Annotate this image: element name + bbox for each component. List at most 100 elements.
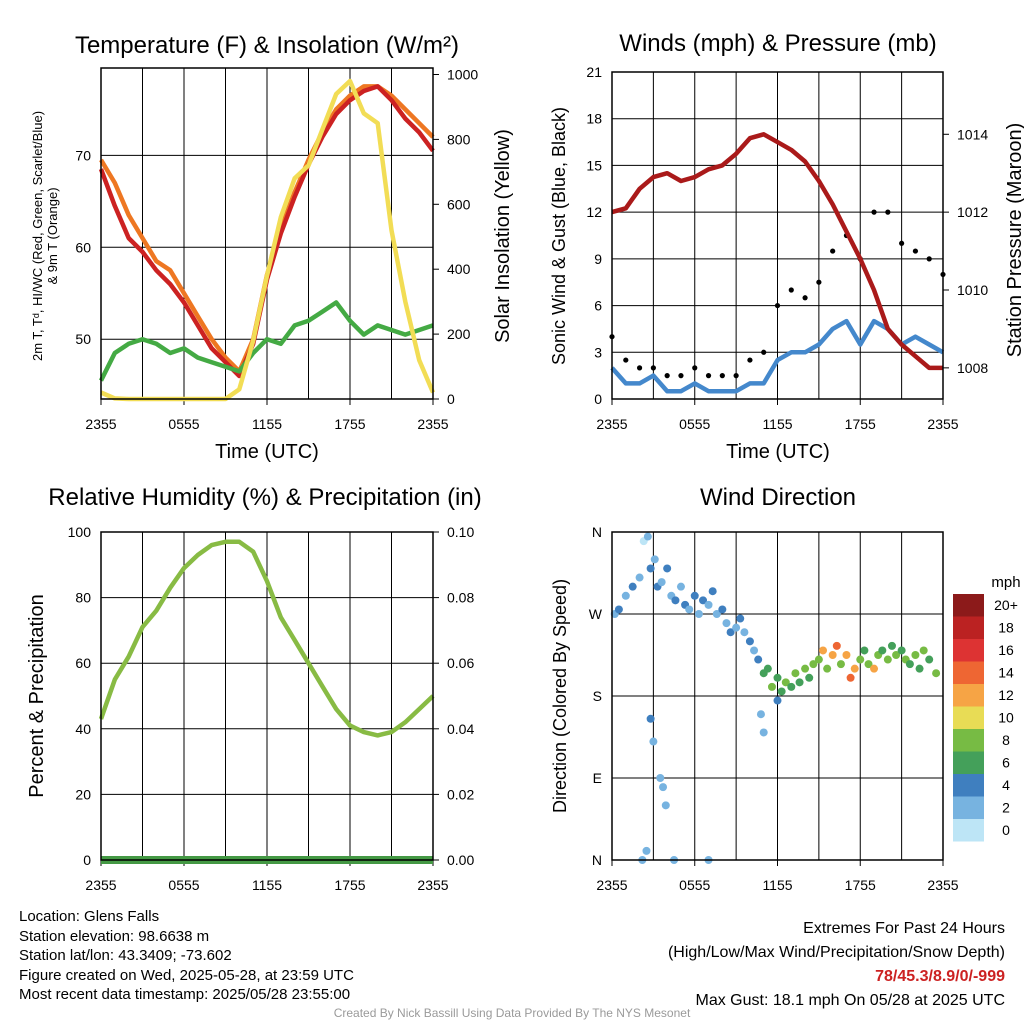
temp-y2tick: 600 xyxy=(447,196,471,212)
dir-xtick: 2355 xyxy=(596,877,627,893)
legend-swatch xyxy=(953,729,984,752)
legend-swatch xyxy=(953,751,984,774)
wind-point-1 xyxy=(816,279,822,285)
dir-ytick: N xyxy=(592,524,602,540)
wind-xtick: 0555 xyxy=(679,416,710,432)
wind-point-1 xyxy=(899,240,905,246)
location-text: Location: Glens Falls xyxy=(19,908,160,925)
legend-swatch xyxy=(953,661,984,684)
legend-label: 0 xyxy=(1002,822,1010,838)
legend-swatch xyxy=(953,684,984,707)
dir-point xyxy=(828,651,837,659)
dir-point xyxy=(642,846,651,855)
rh-y2tick: 0.04 xyxy=(447,721,474,737)
dir-point xyxy=(801,664,810,673)
rh-xtick: 2355 xyxy=(417,877,448,893)
dir-point xyxy=(911,651,920,659)
temp-y2tick: 0 xyxy=(447,391,455,407)
dir-point xyxy=(643,532,652,541)
legend-label: 8 xyxy=(1002,732,1010,748)
rh-xtick: 1155 xyxy=(252,877,282,893)
dir-xtick: 2355 xyxy=(927,877,958,893)
temp-ytick: 60 xyxy=(75,239,91,255)
dir-point xyxy=(897,646,906,655)
wind-ytick: 18 xyxy=(586,111,602,127)
legend-label: 4 xyxy=(1002,777,1010,793)
dir-point xyxy=(856,655,865,664)
dir-point xyxy=(883,655,892,664)
wind-point-1 xyxy=(636,365,643,371)
wind-ytick: 21 xyxy=(586,64,602,80)
dir-point xyxy=(925,655,934,664)
latlon-text: Station lat/lon: 43.3409; -73.602 xyxy=(19,947,232,964)
dir-point xyxy=(905,660,914,669)
dir-point xyxy=(756,710,765,719)
dir-point xyxy=(708,587,717,596)
dir-point xyxy=(745,637,754,646)
wind-point-1 xyxy=(788,287,794,293)
wind-y2tick: 1012 xyxy=(957,204,988,220)
created-text: Figure created on Wed, 2025-05-28, at 23… xyxy=(19,966,354,984)
dir-point xyxy=(860,646,869,655)
temp-xtick: 2355 xyxy=(85,416,116,432)
dir-point xyxy=(657,578,666,587)
temp-xtick: 1755 xyxy=(334,416,365,432)
rh-y2tick: 0.02 xyxy=(447,786,474,802)
rh-ytick: 100 xyxy=(68,524,92,540)
wind-point-1 xyxy=(802,295,808,301)
dir-point xyxy=(671,596,680,605)
dir-point xyxy=(878,646,887,655)
dir-point xyxy=(754,655,763,664)
dir-ytick: N xyxy=(592,852,602,868)
wind-series-line-2 xyxy=(611,132,943,371)
temp-xtick: 1155 xyxy=(252,416,282,432)
wind-plot: 2355 0555 1155 1755 2355 0 3 6 9 12 15 18 21 1008 1010… xyxy=(586,64,988,432)
dir-point xyxy=(740,628,749,637)
station-info: Location: Glens Falls Station elevation:… xyxy=(19,907,354,1005)
wind-xtick: 2355 xyxy=(927,416,958,432)
wind-point-1 xyxy=(912,248,919,254)
dir-point xyxy=(663,564,672,573)
legend-label: 10 xyxy=(998,710,1014,726)
dir-chart-title: Wind Direction xyxy=(700,484,856,511)
wind-point-1 xyxy=(830,248,836,254)
legend-label: 14 xyxy=(998,665,1014,681)
dir-point xyxy=(870,664,879,673)
temp-ytick: 50 xyxy=(75,331,91,347)
wind-ytick: 9 xyxy=(594,251,602,267)
legend-label: 18 xyxy=(998,620,1014,636)
rh-y2tick: 0.00 xyxy=(447,852,474,868)
dir-plot: 2355 0555 1155 1755 2355 N E S W N 20+ 18 16 14 12 10 8 6… xyxy=(589,524,1018,893)
recent-text: Most recent data timestamp: 2025/05/28 2… xyxy=(19,986,351,1003)
wind-ytick: 12 xyxy=(586,204,602,220)
rh-ytick: 0 xyxy=(83,852,91,868)
wind-ytick: 15 xyxy=(586,157,602,173)
legend-label: 2 xyxy=(1002,800,1010,816)
dir-point xyxy=(661,801,670,810)
dir-point xyxy=(850,664,859,673)
dir-point xyxy=(791,669,800,678)
dir-point xyxy=(646,714,655,723)
dir-point xyxy=(915,664,924,673)
dir-point xyxy=(887,641,896,650)
wind-point-1 xyxy=(885,209,891,215)
temp-y2label: Solar Insolation (Yellow) xyxy=(492,129,514,343)
rh-ytick: 60 xyxy=(75,655,91,671)
plot-layer: 2355 0555 1155 1755 235550607002004006008001… xyxy=(68,64,1018,893)
dir-point xyxy=(726,628,735,637)
dir-point xyxy=(704,600,713,609)
rh-series-line-0 xyxy=(98,539,435,738)
wind-y2tick: 1008 xyxy=(957,360,988,376)
temp-y2tick: 400 xyxy=(447,261,471,277)
wind-ytick: 0 xyxy=(594,391,602,407)
wind-ylabel: Sonic Wind & Gust (Blue, Black) xyxy=(549,107,569,365)
dir-frame xyxy=(611,531,944,861)
dir-point xyxy=(650,555,659,564)
rh-ylabel: Percent & Precipitation xyxy=(26,594,48,797)
temp-y2tick: 800 xyxy=(447,131,471,147)
extremes-legend: (High/Low/Max Wind/Precipitation/Snow De… xyxy=(667,944,1005,961)
wind-point-1 xyxy=(678,373,684,379)
legend-swatch xyxy=(953,774,984,797)
dir-point xyxy=(736,614,745,623)
